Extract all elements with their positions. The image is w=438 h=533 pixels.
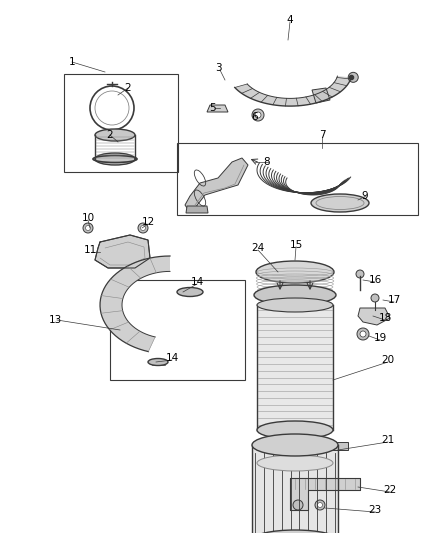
- Circle shape: [83, 223, 93, 233]
- Text: 13: 13: [48, 315, 62, 325]
- Text: 9: 9: [362, 191, 368, 201]
- Polygon shape: [290, 478, 360, 510]
- Text: 23: 23: [368, 505, 381, 515]
- Circle shape: [318, 503, 322, 507]
- Ellipse shape: [311, 194, 369, 212]
- Ellipse shape: [257, 421, 333, 439]
- Circle shape: [315, 500, 325, 510]
- Ellipse shape: [252, 434, 338, 456]
- Polygon shape: [235, 76, 351, 106]
- Text: 18: 18: [378, 313, 392, 323]
- Circle shape: [141, 225, 145, 230]
- Ellipse shape: [257, 298, 333, 312]
- Text: 10: 10: [81, 213, 95, 223]
- Polygon shape: [207, 105, 228, 112]
- Text: 14: 14: [191, 277, 204, 287]
- Ellipse shape: [256, 261, 334, 283]
- Text: 7: 7: [319, 130, 325, 140]
- Ellipse shape: [252, 530, 338, 533]
- Circle shape: [138, 223, 148, 233]
- Text: 22: 22: [383, 485, 397, 495]
- Text: 5: 5: [210, 103, 216, 113]
- Text: 15: 15: [290, 240, 303, 250]
- Text: 21: 21: [381, 435, 395, 445]
- Circle shape: [255, 112, 261, 118]
- Text: 3: 3: [215, 63, 221, 73]
- Circle shape: [293, 500, 303, 510]
- Bar: [110, 280, 245, 380]
- Circle shape: [252, 109, 264, 121]
- Circle shape: [357, 328, 369, 340]
- Text: 24: 24: [251, 243, 265, 253]
- Text: 17: 17: [387, 295, 401, 305]
- Bar: [64, 74, 178, 172]
- Circle shape: [348, 72, 358, 82]
- Circle shape: [371, 294, 379, 302]
- Text: 11: 11: [83, 245, 97, 255]
- Ellipse shape: [95, 129, 135, 141]
- Circle shape: [85, 225, 91, 230]
- Polygon shape: [95, 235, 150, 268]
- Circle shape: [360, 331, 366, 337]
- Text: 20: 20: [381, 355, 395, 365]
- Polygon shape: [358, 308, 390, 325]
- Text: 1: 1: [69, 57, 75, 67]
- Text: 4: 4: [287, 15, 293, 25]
- Ellipse shape: [257, 455, 333, 471]
- Text: 12: 12: [141, 217, 155, 227]
- Text: 19: 19: [373, 333, 387, 343]
- Text: 2: 2: [125, 83, 131, 93]
- Bar: [257, 305, 333, 430]
- Text: 16: 16: [368, 275, 381, 285]
- Text: 2: 2: [107, 130, 113, 140]
- Bar: [252, 445, 338, 533]
- Text: 6: 6: [252, 112, 258, 122]
- Bar: [177, 143, 418, 215]
- Polygon shape: [185, 158, 248, 208]
- Polygon shape: [312, 88, 330, 103]
- Ellipse shape: [148, 359, 168, 366]
- Circle shape: [356, 270, 364, 278]
- Text: 8: 8: [264, 157, 270, 167]
- Ellipse shape: [177, 287, 203, 296]
- Polygon shape: [333, 442, 348, 450]
- Polygon shape: [186, 206, 208, 213]
- Ellipse shape: [95, 153, 135, 165]
- Polygon shape: [100, 256, 170, 352]
- Text: 14: 14: [166, 353, 179, 363]
- Ellipse shape: [254, 285, 336, 305]
